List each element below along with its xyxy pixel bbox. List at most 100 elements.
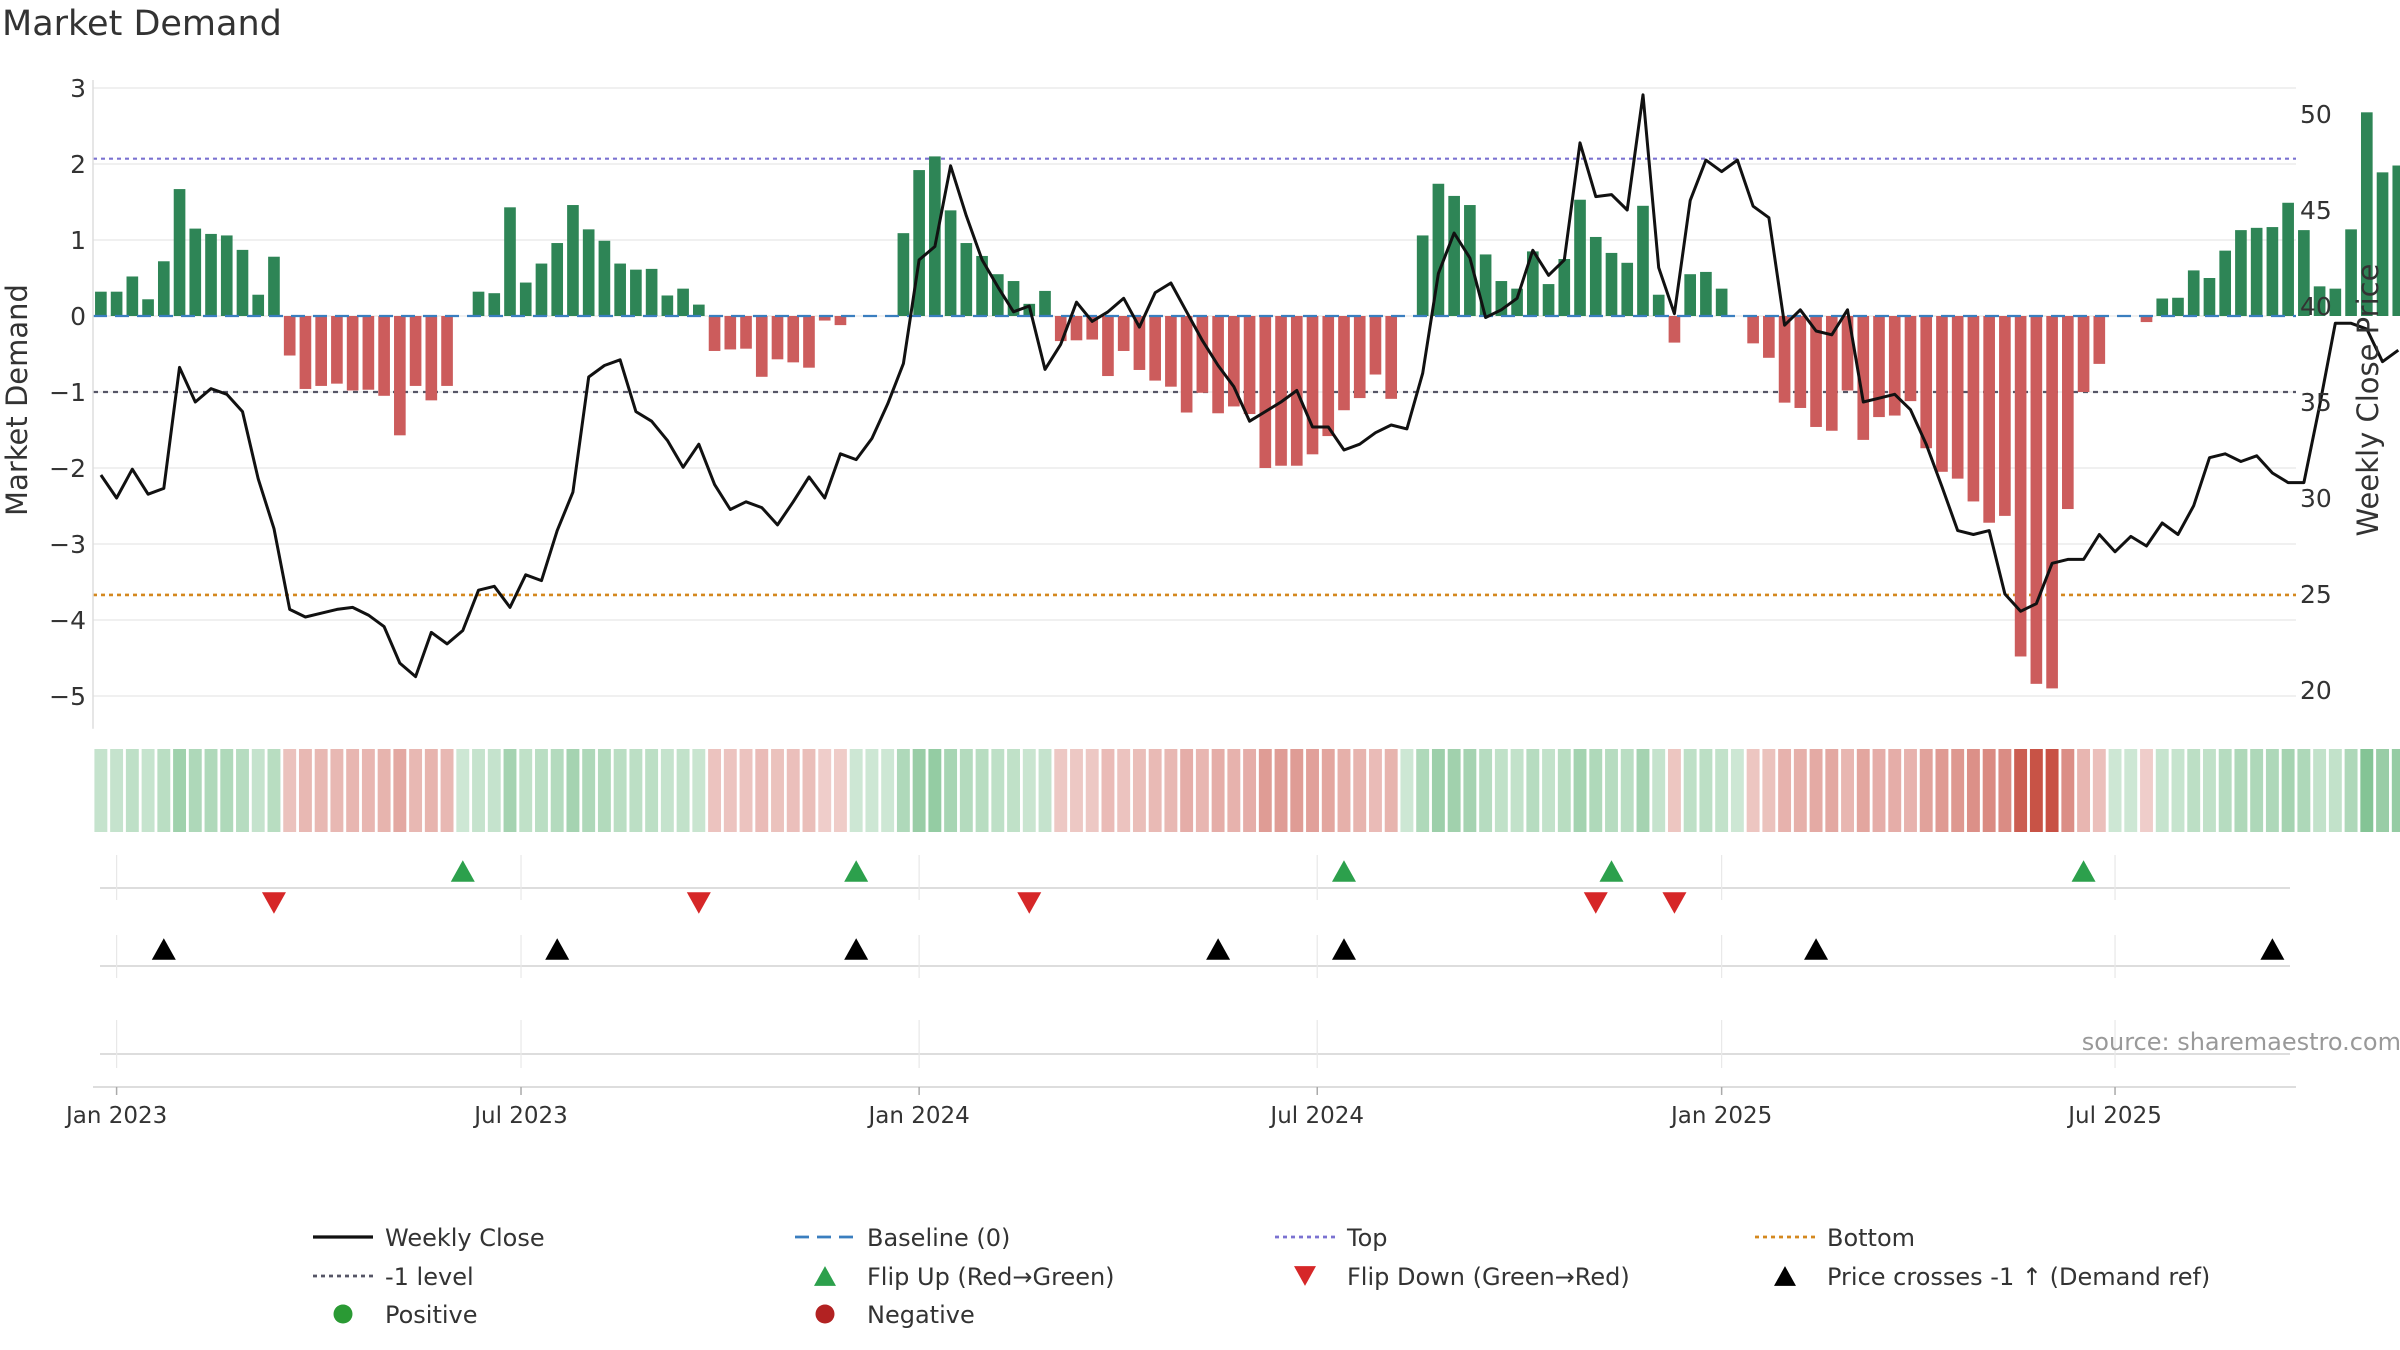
heat-cell [881,749,895,832]
negative-bar [362,316,375,390]
heat-cell [157,749,171,832]
heat-cell [2250,749,2264,832]
negative-bar [1936,316,1948,472]
reference-lines [93,157,2296,597]
heat-cell [1715,749,1729,832]
flip-up-marker [844,860,869,882]
negative-bar [1668,316,1681,343]
positive-bar [929,156,941,316]
heat-cell [1778,749,1792,832]
negative-bar [787,316,800,363]
flip-down-marker [1017,892,1042,914]
price-cross-marker [2260,938,2285,960]
positive-bar [2187,270,2200,316]
negative-bar [441,316,453,386]
price-cross-marker [1804,938,1829,960]
positive-bar [1621,262,1634,316]
positive-bar [976,255,988,316]
negative-bar [755,316,768,377]
heat-cell [2265,749,2279,832]
y2-tick-label: 35 [2300,388,2332,417]
heat-cell [298,749,312,832]
heat-cell [188,749,202,832]
positive-bar [2392,165,2400,316]
heat-cell [1998,749,2012,832]
negative-bar [1920,316,1933,449]
heat-cell [818,749,832,832]
legend-label: Baseline (0) [867,1224,1010,1252]
heat-cell [613,749,627,832]
heat-cell [1195,749,1209,832]
negative-bar [425,316,438,401]
heat-cell [1321,749,1335,832]
heat-cell [1699,749,1713,832]
heat-cell [896,749,910,832]
heat-cell [708,749,722,832]
negative-bar [2093,316,2106,364]
positive-bar [630,269,642,316]
heat-cell [833,749,847,832]
heat-cell [236,749,249,832]
y2-tick-label: 50 [2300,100,2332,129]
heat-cell [1510,749,1524,832]
positive-bar [1715,288,1728,316]
negative-bar [1873,316,1885,418]
heat-cell [2328,749,2342,832]
heat-cell [1117,749,1131,832]
negative-bar [1117,316,1130,351]
heat-cell [472,749,485,832]
heat-cell [2187,749,2201,832]
heat-cell [645,749,659,832]
heat-cell [1148,749,1162,832]
x-tick-label: Jan 2023 [64,1103,167,1129]
negative-bar [1888,316,1901,416]
x-axis: Jan 2023 Jul 2023 Jan 2024 Jul 2024 Jan 2025… [64,1086,2296,1129]
negative-bar [1967,316,1980,502]
heat-cell [1353,749,1367,832]
heat-cell [739,749,753,832]
heat-cell [1636,749,1650,832]
heat-cell [1180,749,1194,832]
negative-bar [1054,316,1067,342]
positive-bar [645,268,658,316]
heat-cell [1667,749,1681,832]
heat-cell [346,749,360,832]
heat-cell [1007,749,1020,832]
negative-bar [1149,316,1161,381]
legend-swatch [1294,1266,1316,1286]
heat-cell [1856,749,1870,832]
negative-bar [740,316,752,349]
negative-bar [378,316,390,396]
positive-bar [1495,281,1508,316]
positive-bar [913,170,925,316]
heat-cell [1290,749,1304,832]
positive-bar [1511,288,1523,316]
heat-cell [1274,749,1288,832]
negative-bar [724,316,737,350]
heat-cell [1605,749,1618,832]
heat-cell [283,749,297,832]
legend: Weekly Close Baseline (0) Top Bottom -1 leve… [313,1224,2210,1329]
heat-cell [582,749,596,832]
heat-cell [1888,749,1902,832]
positive-bar [1007,281,1020,316]
heat-cell [1746,749,1760,832]
heat-cell [1369,749,1382,832]
negative-bar [1810,316,1822,427]
heat-cell [1825,749,1839,832]
negative-bar [331,316,343,384]
positive-bar [1542,284,1555,316]
heat-cell [1038,749,1052,832]
heat-cell [1447,749,1461,832]
flip-up-marker [2071,860,2096,882]
heat-cell [959,749,973,832]
positive-bar [1416,235,1429,316]
heat-cell [1258,749,1272,832]
positive-bar [1574,199,1586,316]
negative-bar [1306,316,1319,455]
y2-tick-label: 30 [2300,484,2332,513]
heat-cell [676,749,690,832]
legend-label: Bottom [1827,1224,1915,1252]
negative-bar [1070,316,1083,341]
